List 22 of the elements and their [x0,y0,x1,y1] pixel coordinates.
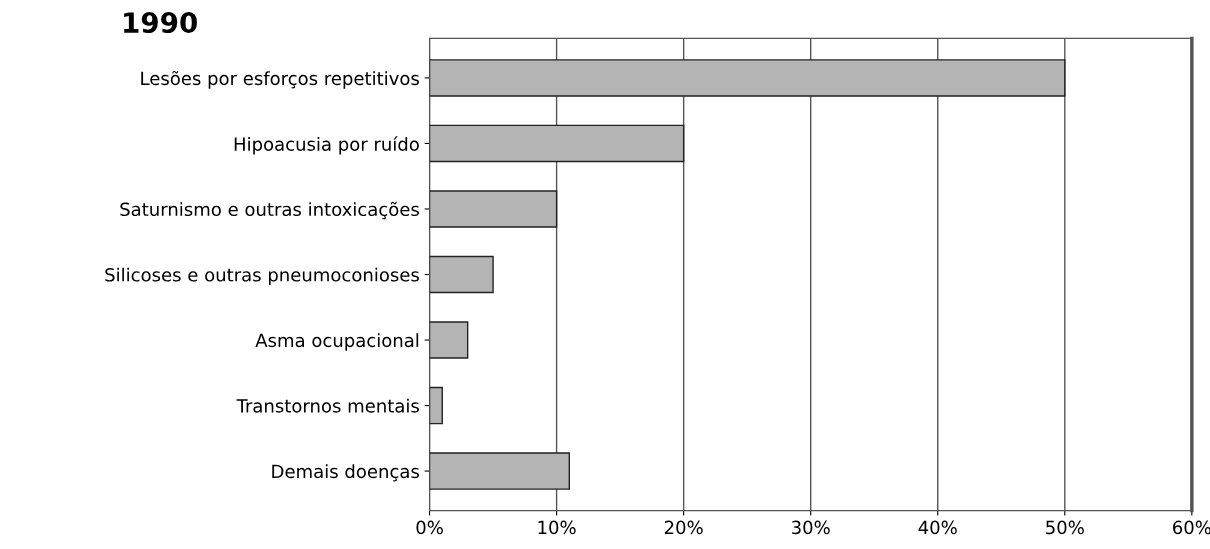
bar [429,386,443,425]
y-tick-label: Lesões por esforços repetitivos [141,70,419,89]
x-tick-label: 40% [918,520,957,535]
x-tick-label: 0% [416,520,443,535]
bar [429,255,494,294]
y-tick-label: Asma ocupacional [255,333,419,351]
text: 1990 [124,12,197,34]
x-tick-label: 60% [1173,520,1210,535]
y-tick-label: Demais doenças [272,464,419,482]
y-tick-label: Silicoses e outras pneumoconioses [105,267,419,286]
x-tick-label: 10% [538,520,576,535]
bar [429,190,558,228]
y-tick-label: Saturnismo e outras intoxicações [120,201,419,220]
y-tick-label: Hipoacusia por ruído [234,136,419,155]
bar [429,59,1066,97]
bar [429,321,469,359]
bar [429,124,685,163]
y-tick-label: Transtornos mentais [236,398,419,413]
x-tick-label: 50% [1046,520,1084,535]
x-tick-label: 20% [664,520,703,535]
x-tick-label: 30% [792,520,830,535]
bar [429,452,570,490]
